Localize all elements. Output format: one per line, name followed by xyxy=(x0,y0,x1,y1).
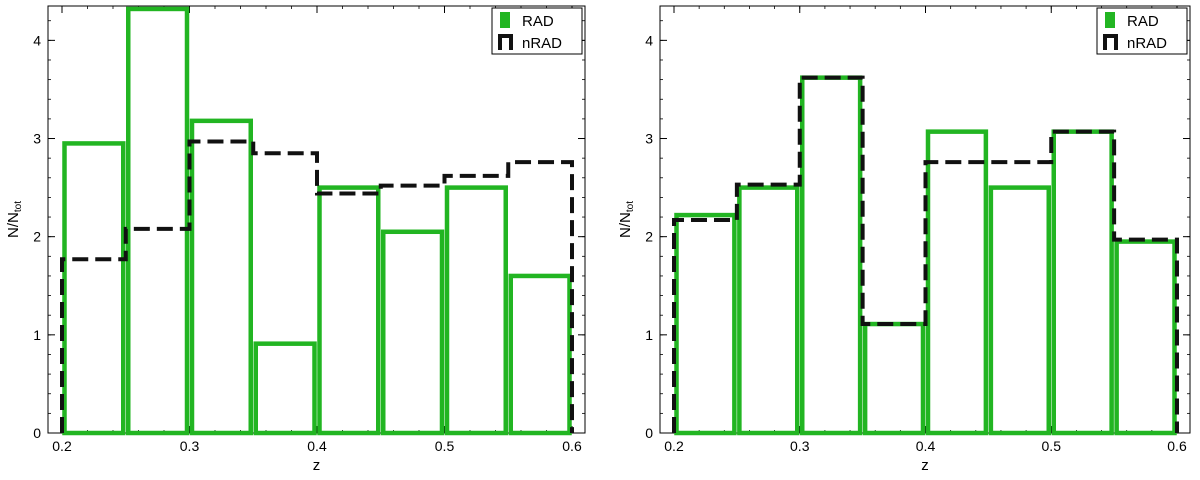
panel-left: 0 1 2 3 4 0.2 0.3 0.4 0.5 0.6 z N/Ntot RAD nRAD xyxy=(5,5,586,474)
legend: RAD nRAD xyxy=(1096,7,1188,55)
x-tick-label: 0.5 xyxy=(435,438,455,454)
rad-bar xyxy=(62,141,126,436)
y-tick-label: 3 xyxy=(33,131,41,147)
x-axis-label: z xyxy=(921,457,929,474)
rad-bar xyxy=(925,129,989,436)
legend-nrad-label: nRAD xyxy=(522,35,562,52)
rad-bar xyxy=(988,185,1051,436)
legend: RAD nRAD xyxy=(491,7,583,55)
y-tick-label: 4 xyxy=(645,32,653,48)
rad-bar xyxy=(381,229,445,436)
legend-rad-swatch xyxy=(500,12,510,28)
rad-bar xyxy=(674,212,737,436)
rad-bar xyxy=(253,341,317,436)
y-tick-label: 1 xyxy=(645,327,653,343)
rad-bar xyxy=(1051,129,1114,436)
x-tick-label: 0.2 xyxy=(664,438,684,454)
nrad-step-line xyxy=(60,139,574,433)
legend-nrad-label: nRAD xyxy=(1127,35,1167,52)
y-axis-label: N/Ntot xyxy=(617,201,636,238)
y-tick-label: 0 xyxy=(645,425,653,441)
x-tick-label: 0.6 xyxy=(562,438,582,454)
rad-bar xyxy=(317,185,381,436)
y-tick-label: 3 xyxy=(645,131,653,147)
y-tick-label: 2 xyxy=(645,229,653,245)
legend-nrad-swatch xyxy=(1103,34,1118,50)
y-axis-label: N/Ntot xyxy=(5,201,24,238)
rad-bar xyxy=(444,185,508,436)
legend-nrad-swatch xyxy=(498,34,513,50)
x-tick-label: 0.6 xyxy=(1167,438,1187,454)
y-tick-label: 4 xyxy=(33,32,41,48)
x-tick-label: 0.3 xyxy=(790,438,810,454)
x-axis-label: z xyxy=(313,457,321,474)
x-tick-label: 0.2 xyxy=(52,438,72,454)
y-tick-label: 0 xyxy=(33,425,41,441)
y-tick-label: 2 xyxy=(33,229,41,245)
legend-rad-label: RAD xyxy=(522,13,554,30)
y-tick-label: 1 xyxy=(33,327,41,343)
rad-bar xyxy=(737,185,800,436)
rad-bar xyxy=(1114,239,1177,436)
rad-bar xyxy=(189,118,253,436)
panel-right: 0 1 2 3 4 0.2 0.3 0.4 0.5 0.6 z N/Ntot RAD nRAD xyxy=(617,5,1191,474)
rad-bar xyxy=(862,321,926,436)
legend-rad-swatch xyxy=(1105,12,1115,28)
x-tick-label: 0.3 xyxy=(180,438,200,454)
nrad-step-line xyxy=(672,75,1179,433)
rad-bar xyxy=(126,6,190,436)
rad-bar xyxy=(800,75,863,436)
x-tick-label: 0.5 xyxy=(1042,438,1062,454)
legend-rad-label: RAD xyxy=(1127,13,1159,30)
rad-bar xyxy=(508,273,572,436)
x-tick-label: 0.4 xyxy=(307,438,327,454)
x-tick-label: 0.4 xyxy=(916,438,936,454)
